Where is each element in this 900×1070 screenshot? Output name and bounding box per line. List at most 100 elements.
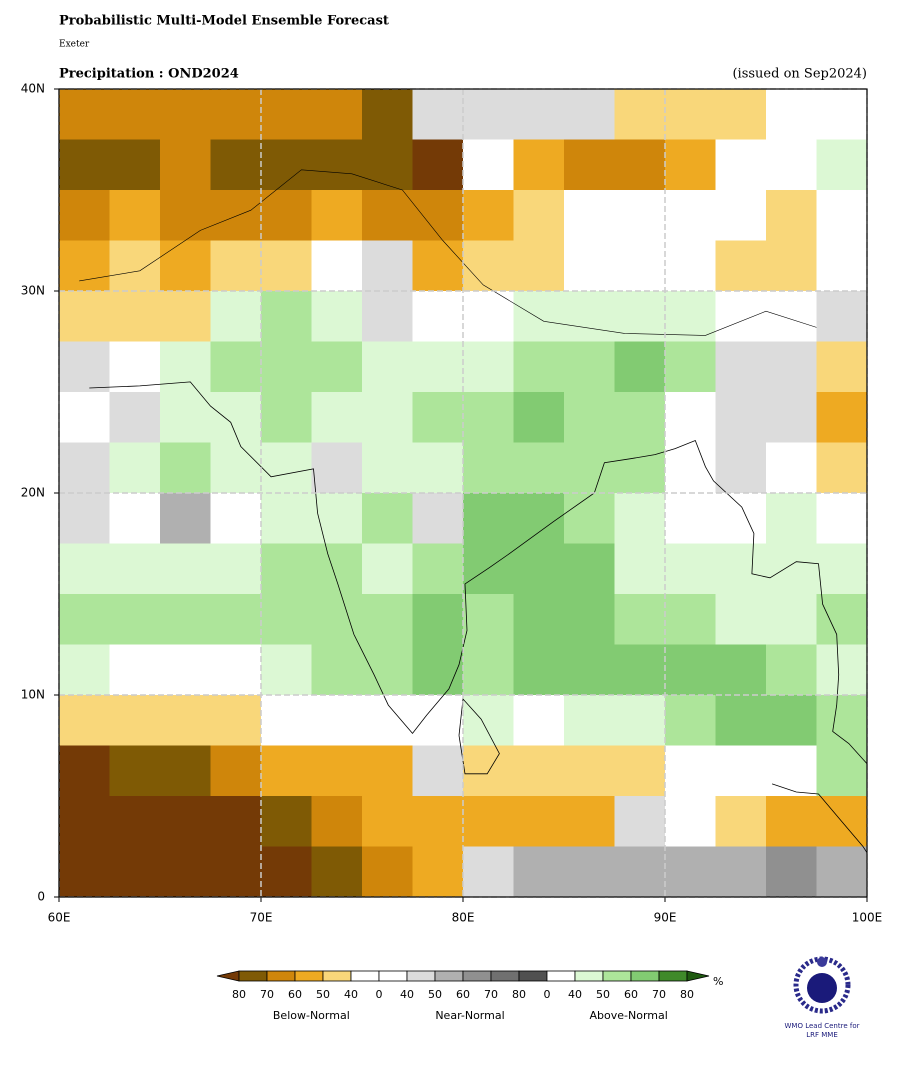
- grid-cell: [109, 240, 161, 292]
- grid-cell: [513, 644, 565, 696]
- grid-cell: [463, 644, 514, 696]
- grid-cell: [160, 392, 211, 443]
- grid-cell: [513, 846, 565, 898]
- grid-cell: [261, 493, 312, 544]
- grid-cell: [311, 543, 363, 595]
- grid-cell: [412, 846, 464, 898]
- grid-cell: [109, 442, 161, 494]
- grid-cell: [513, 139, 565, 191]
- grid-cell: [665, 493, 716, 544]
- colorbar-category: Below-Normal: [273, 1009, 350, 1022]
- grid-cell: [463, 240, 514, 292]
- colorbar-tick-label: 40: [568, 988, 582, 1001]
- grid-cell: [766, 745, 817, 797]
- grid-cell: [766, 341, 817, 393]
- grid-cell: [160, 493, 211, 544]
- colorbar-segment: [574, 970, 604, 982]
- grid-cell: [109, 796, 161, 847]
- grid-cell: [715, 493, 767, 544]
- grid-cell: [109, 341, 161, 393]
- x-tick-label: 80E: [452, 911, 475, 925]
- grid-cell: [766, 392, 817, 443]
- grid-cell: [362, 493, 413, 544]
- grid-cell: [564, 442, 615, 494]
- grid-cell: [665, 291, 716, 342]
- grid-cell: [766, 442, 817, 494]
- grid-cell: [59, 240, 110, 292]
- grid-cell: [160, 846, 211, 898]
- grid-cell: [766, 644, 817, 696]
- grid-cell: [311, 493, 363, 544]
- grid-cell: [412, 745, 464, 797]
- grid-cell: [210, 745, 262, 797]
- grid-cell: [412, 695, 464, 746]
- grid-cell: [59, 442, 110, 494]
- grid-cell: [614, 543, 666, 595]
- grid-cell: [109, 139, 161, 191]
- grid-cell: [261, 392, 312, 443]
- grid-cell: [160, 89, 211, 140]
- grid-cell: [816, 392, 868, 443]
- grid-cell: [564, 543, 615, 595]
- grid-cell: [766, 240, 817, 292]
- grid-cell: [816, 644, 868, 696]
- grid-cell: [261, 594, 312, 645]
- grid-cell: [564, 190, 615, 241]
- grid-cell: [564, 291, 615, 342]
- grid-cell: [564, 846, 615, 898]
- grid-cell: [614, 846, 666, 898]
- grid-cell: [412, 190, 464, 241]
- grid-cell: [513, 695, 565, 746]
- grid-cell: [513, 594, 565, 645]
- grid-cell: [109, 543, 161, 595]
- grid-cell: [513, 493, 565, 544]
- grid-layer: [54, 88, 868, 902]
- grid-cell: [463, 442, 514, 494]
- grid-cell: [210, 341, 262, 393]
- colorbar-tick-label: 80: [512, 988, 526, 1001]
- grid-cell: [715, 543, 767, 595]
- grid-cell: [109, 695, 161, 746]
- grid-cell: [715, 190, 767, 241]
- grid-cell: [665, 139, 716, 191]
- grid-cell: [311, 442, 363, 494]
- grid-cell: [311, 695, 363, 746]
- colorbar-segment: [434, 970, 464, 982]
- grid-cell: [513, 240, 565, 292]
- grid-cell: [109, 594, 161, 645]
- grid-cell: [665, 796, 716, 847]
- y-tick-label: 0: [37, 890, 45, 904]
- grid-cell: [412, 89, 464, 140]
- grid-cell: [816, 190, 868, 241]
- colorbar-tick-label: 50: [596, 988, 610, 1001]
- grid-cell: [766, 543, 817, 595]
- grid-cell: [412, 543, 464, 595]
- grid-cell: [412, 240, 464, 292]
- grid-cell: [614, 493, 666, 544]
- grid-cell: [59, 392, 110, 443]
- grid-cell: [665, 240, 716, 292]
- grid-cell: [463, 392, 514, 443]
- grid-cell: [210, 190, 262, 241]
- grid-cell: [160, 796, 211, 847]
- grid-cell: [614, 796, 666, 847]
- logo: [793, 956, 851, 1014]
- y-tick-label: 20N: [21, 486, 45, 500]
- grid-cell: [261, 139, 312, 191]
- grid-cell: [715, 392, 767, 443]
- grid-cell: [59, 543, 110, 595]
- grid-cell: [311, 341, 363, 393]
- colorbar-tick-label: 50: [316, 988, 330, 1001]
- grid-cell: [362, 89, 413, 140]
- grid-cell: [362, 796, 413, 847]
- grid-cell: [59, 846, 110, 898]
- grid-cell: [564, 796, 615, 847]
- grid-cell: [210, 493, 262, 544]
- grid-cell: [210, 240, 262, 292]
- colorbar-segment: [238, 970, 268, 982]
- colorbar-segment: [602, 970, 632, 982]
- colorbar-segment: [658, 970, 688, 982]
- colorbar-segment: [462, 970, 492, 982]
- grid-cell: [564, 745, 615, 797]
- grid-cell: [109, 846, 161, 898]
